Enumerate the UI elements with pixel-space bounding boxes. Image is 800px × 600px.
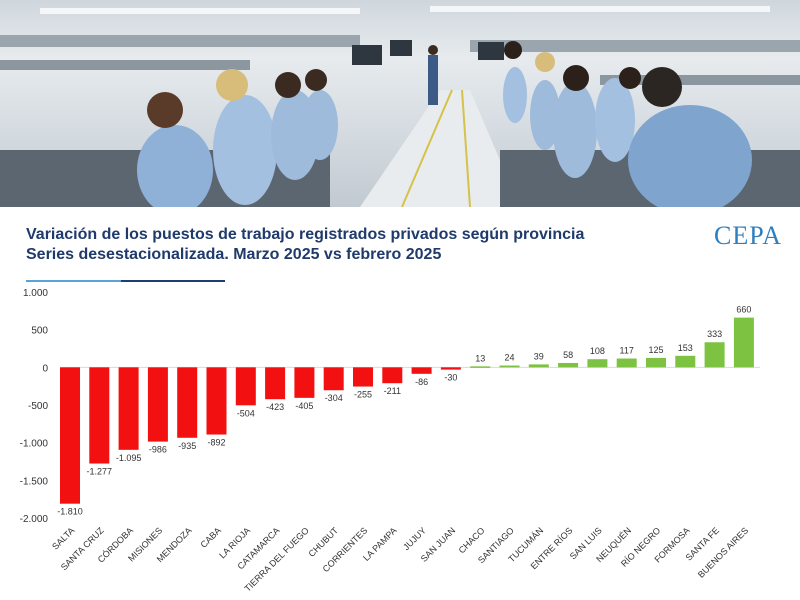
bar bbox=[235, 367, 256, 406]
title-underline-light bbox=[26, 280, 121, 282]
category-label: JUJUY bbox=[401, 525, 428, 552]
category-label: SALTA bbox=[50, 525, 76, 551]
bar bbox=[353, 367, 373, 387]
chart-title: Variación de los puestos de trabajo regi… bbox=[26, 226, 585, 243]
bar bbox=[177, 367, 198, 438]
bar-value-label: -304 bbox=[325, 393, 343, 403]
bar-value-label: 24 bbox=[504, 353, 514, 363]
bar bbox=[294, 367, 315, 398]
category-label: CABA bbox=[199, 525, 223, 549]
bar-value-label: 13 bbox=[475, 353, 485, 363]
bar bbox=[587, 359, 608, 368]
bar bbox=[558, 362, 579, 368]
bar-value-label: 39 bbox=[534, 351, 544, 361]
bar bbox=[206, 367, 227, 435]
bar-value-label: 125 bbox=[648, 345, 663, 355]
bar bbox=[616, 358, 637, 368]
bar-value-label: -1.095 bbox=[116, 453, 142, 463]
bar-value-label: -1.810 bbox=[57, 507, 83, 517]
bar-value-label: -405 bbox=[295, 401, 313, 411]
y-tick-label: 500 bbox=[31, 326, 48, 337]
bar bbox=[89, 367, 110, 464]
bar bbox=[440, 367, 461, 370]
y-tick-label: -500 bbox=[28, 401, 48, 412]
bar bbox=[733, 317, 754, 368]
bar-value-label: 108 bbox=[590, 346, 605, 356]
bar-chart: 1.000 500 0 -500 -1.000 -1.500 -2.000 -1.810 SAL… bbox=[20, 288, 760, 594]
bar bbox=[118, 367, 139, 450]
bar-value-label: -255 bbox=[354, 390, 372, 400]
bar bbox=[499, 365, 520, 368]
bar bbox=[382, 367, 403, 384]
bar-value-label: -986 bbox=[149, 445, 167, 455]
bar bbox=[704, 342, 725, 368]
bar bbox=[411, 367, 432, 374]
bar bbox=[265, 367, 286, 400]
bar-value-label: 117 bbox=[620, 346, 634, 356]
title-underline-dark bbox=[121, 280, 225, 282]
y-tick-label: 1.000 bbox=[23, 288, 48, 299]
category-label: BUENOS AIRES bbox=[696, 525, 750, 579]
bar bbox=[60, 367, 80, 504]
y-tick-label: -1.000 bbox=[20, 439, 49, 450]
bar bbox=[675, 355, 696, 368]
bar-value-label: -423 bbox=[266, 402, 284, 412]
bar bbox=[646, 357, 666, 368]
bar-value-label: 153 bbox=[678, 343, 693, 353]
bar-value-label: 58 bbox=[563, 350, 573, 360]
bar-value-label: -1.277 bbox=[87, 467, 113, 477]
bar-value-label: -211 bbox=[384, 386, 401, 396]
chart-panel: Variación de los puestos de trabajo regi… bbox=[0, 207, 800, 600]
chart-subtitle: Series desestacionalizada. Marzo 2025 vs… bbox=[26, 246, 442, 263]
bar-value-label: 660 bbox=[736, 305, 751, 315]
bar-value-label: -935 bbox=[178, 441, 196, 451]
bar-value-label: -504 bbox=[237, 408, 255, 418]
bar bbox=[147, 367, 168, 442]
cepa-logo: CEPA bbox=[714, 221, 783, 250]
bar-value-label: -86 bbox=[415, 377, 428, 387]
bar-value-label: 333 bbox=[707, 329, 722, 339]
factory-photo bbox=[0, 0, 800, 207]
y-tick-label: -2.000 bbox=[20, 514, 49, 525]
bar bbox=[323, 367, 344, 391]
y-tick-label: -1.500 bbox=[20, 476, 49, 487]
bar-value-label: -892 bbox=[207, 438, 225, 448]
bar bbox=[470, 366, 491, 368]
bar-value-label: -30 bbox=[444, 373, 457, 383]
bar bbox=[528, 364, 549, 368]
y-tick-label: 0 bbox=[42, 363, 48, 374]
